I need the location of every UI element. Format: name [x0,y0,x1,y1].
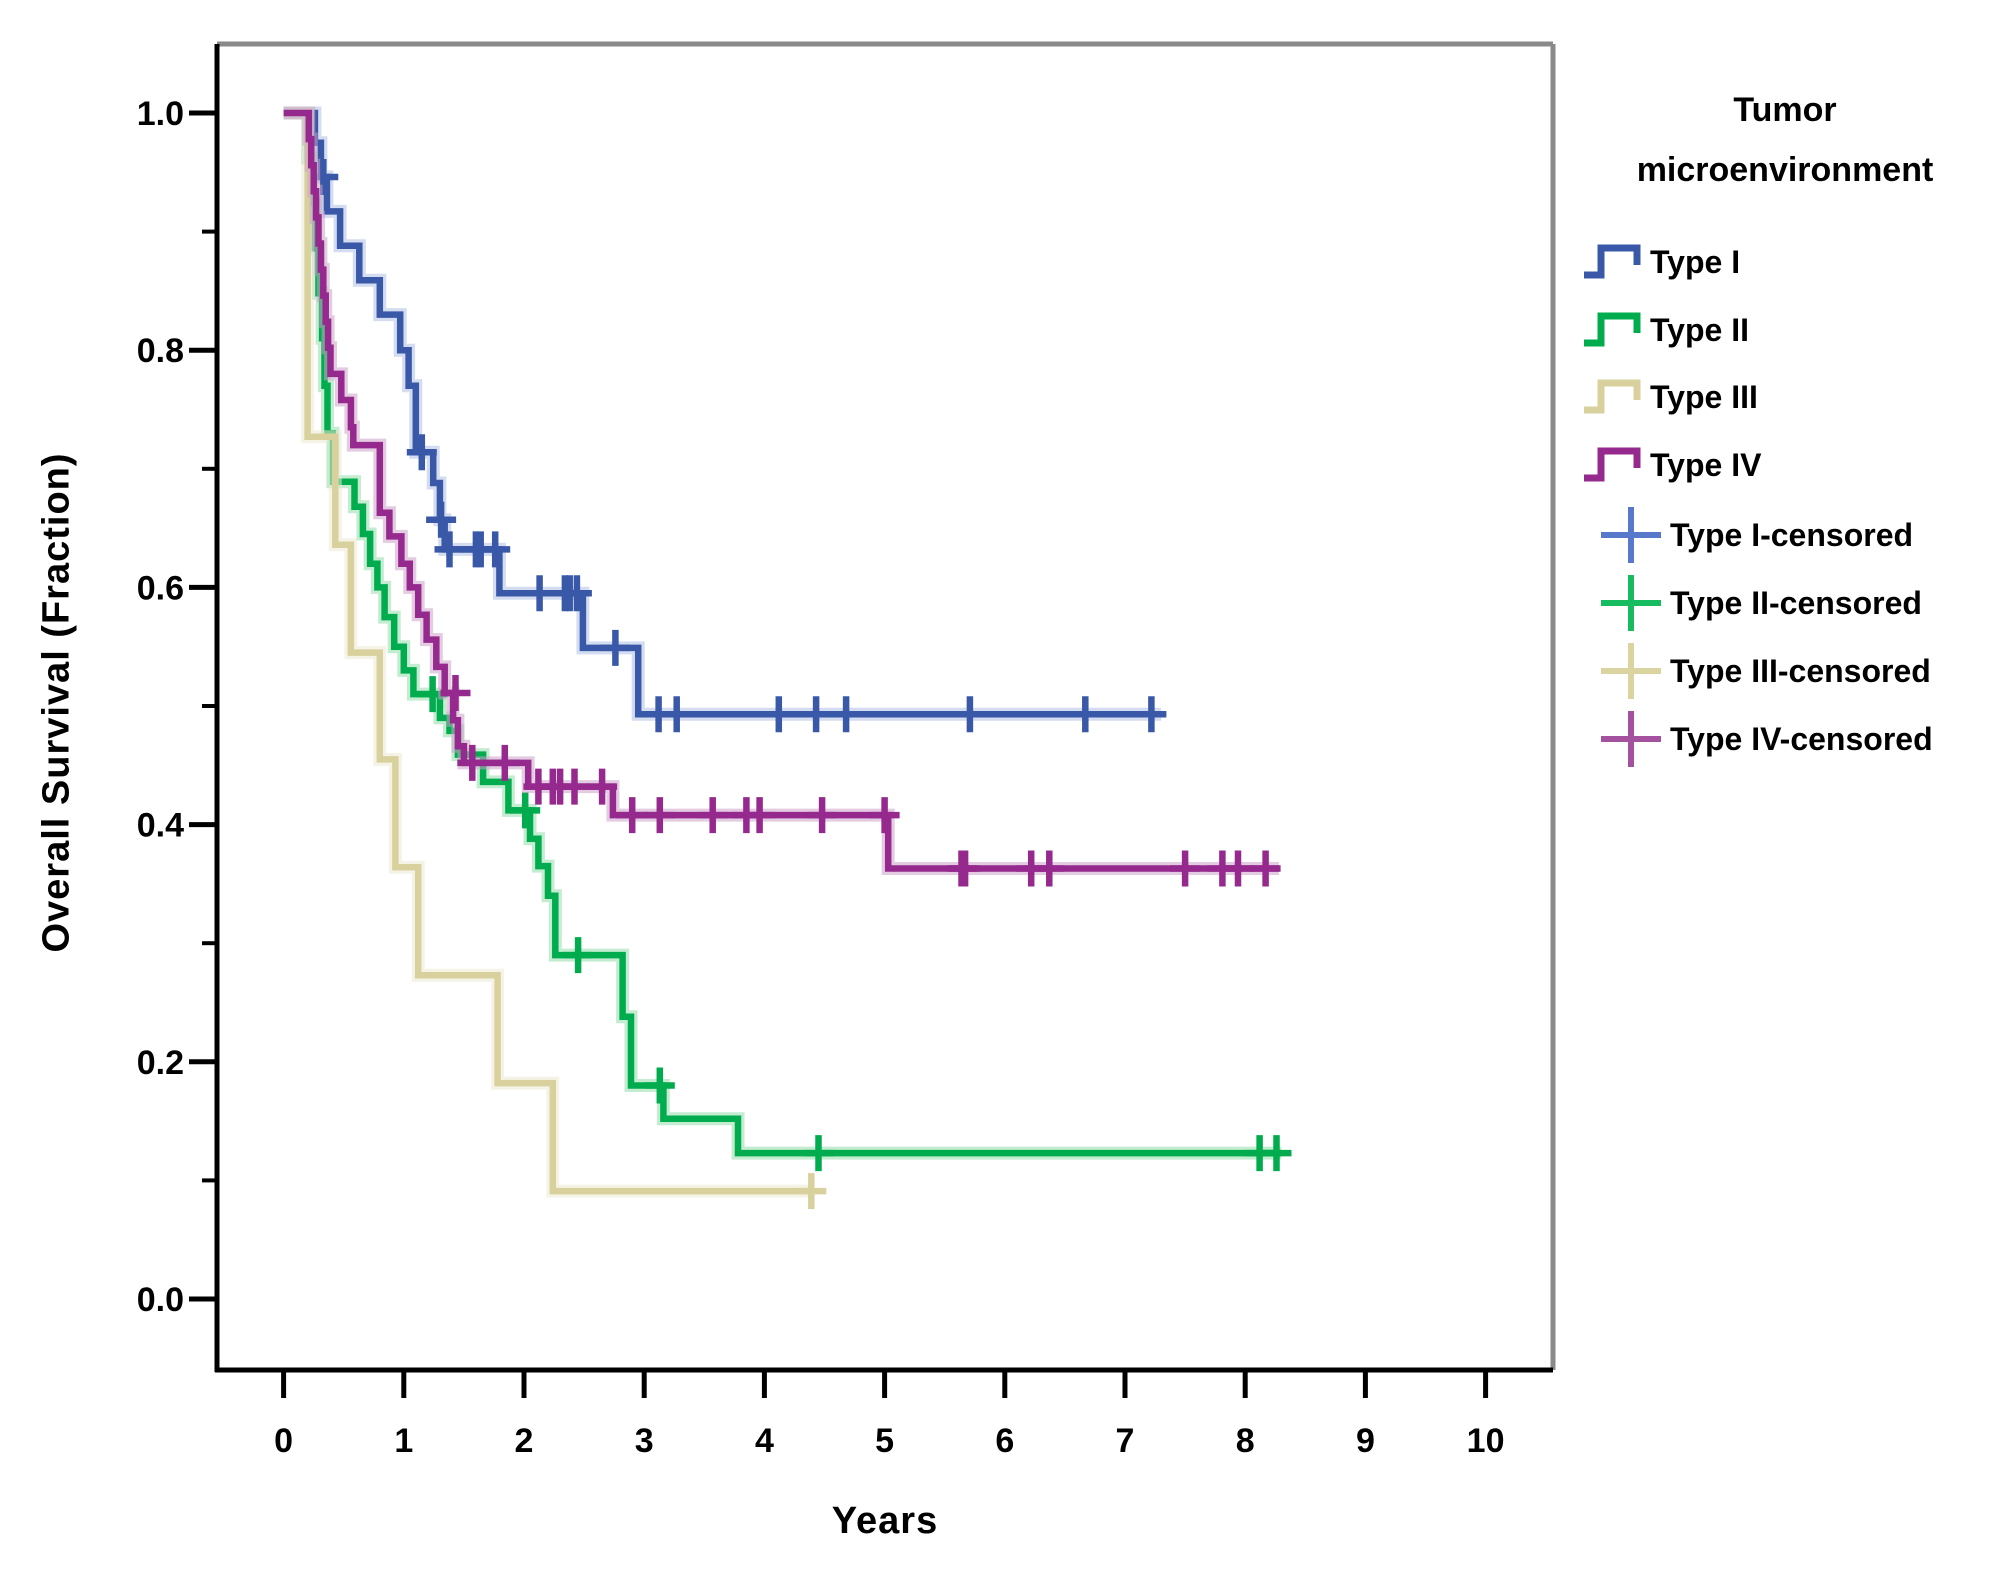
x-tick-label: 3 [635,1422,654,1460]
legend-item-type-iv-censored: Type IV-censored [1598,711,1933,767]
legend-title: Tumor microenvironment [1570,80,2000,200]
legend-censor-swatch [1601,575,1661,631]
censor-mark-type-ii [644,1067,675,1104]
censor-mark-type-iv [807,797,838,834]
legend-item-label: Type III [1650,378,1758,415]
legend-title-line1: Tumor [1733,91,1837,129]
y-tick-label: 0.2 [137,1044,184,1082]
legend-item-label: Type I [1650,243,1741,280]
censor-mark-type-i [1136,696,1167,733]
censor-mark-type-iv [587,768,618,805]
legend-censor-swatch [1601,507,1661,563]
curve-type-ii [283,109,1282,1157]
legend-censor-swatch [1601,711,1661,767]
censor-mark-type-iv [644,797,675,834]
legend-censor-swatch [1601,643,1661,699]
censor-mark-type-ii [563,937,594,974]
legend-item-type-ii-censored: Type II-censored [1598,575,1922,631]
censor-mark-type-iii [796,1173,827,1210]
censor-mark-type-iv [869,797,900,834]
y-tick-label: 0.6 [137,569,184,607]
x-tick-label: 4 [755,1422,774,1460]
censor-mark-type-iv [1170,850,1201,887]
curve-type-iv [283,109,1279,872]
y-tick-label: 0.0 [137,1281,184,1319]
censor-mark-type-ii [510,792,541,829]
legend-item-type-i: Type I [1582,234,1740,290]
y-tick-label: 1.0 [137,95,184,133]
x-tick-label: 9 [1356,1422,1375,1460]
legend-line-swatch [1584,447,1641,482]
curve-type-iii [283,109,813,1195]
censor-mark-type-i [801,696,832,733]
censor-mark-type-i [1070,696,1101,733]
censor-mark-type-i [426,501,457,538]
censor-mark-type-ii [803,1135,834,1172]
legend-item-type-iv: Type IV [1582,437,1761,493]
censor-mark-type-iv [950,850,981,887]
censor-mark-type-iv [1250,850,1281,887]
censor-mark-type-i [480,531,511,568]
x-tick-label: 10 [1467,1422,1505,1460]
y-tick-label: 0.8 [137,332,184,370]
legend-title-line2: microenvironment [1636,151,1934,189]
legend-item-label: Type III-censored [1670,652,1931,689]
censor-mark-type-i [406,434,437,471]
censor-mark-type-i [600,629,631,666]
legend-line-swatch [1584,312,1641,347]
legend-item-type-i-censored: Type I-censored [1598,507,1913,563]
legend-line-swatch [1584,379,1641,414]
censor-mark-type-iv [559,768,590,805]
y-tick-label: 0.4 [137,807,184,845]
legend-item-type-iii-censored: Type III-censored [1598,643,1931,699]
censor-mark-type-iv [440,675,471,711]
x-tick-label: 7 [1116,1422,1135,1460]
censor-mark-type-iv [1223,850,1253,887]
legend-item-label: Type IV [1650,446,1762,483]
x-tick-label: 6 [995,1422,1014,1460]
censor-mark-type-i [434,531,465,568]
curve-halo-type-iv [283,106,1279,875]
censor-mark-type-ii [1261,1135,1292,1172]
censor-mark-type-iv [697,797,728,834]
censor-mark-type-iv [1034,850,1065,887]
censor-mark-type-iv [744,797,775,834]
curve-type-i [283,109,1162,718]
legend-item-label: Type II [1650,311,1749,348]
legend-item-label: Type II-censored [1670,584,1922,621]
x-axis-title: Years [831,1500,939,1542]
censor-mark-type-i [524,575,555,612]
x-tick-label: 5 [875,1422,894,1460]
x-tick-label: 8 [1236,1422,1255,1460]
x-tick-label: 2 [515,1422,534,1460]
legend-item-type-ii: Type II [1582,302,1749,358]
censor-mark-type-iv [489,744,520,781]
legend-item-label: Type I-censored [1670,516,1914,553]
censor-mark-type-i [831,696,862,733]
censor-mark-type-i [561,575,592,612]
y-axis-title: Overall Survival (Fraction) [35,452,78,953]
legend-line-swatch [1584,244,1641,279]
censor-mark-type-i [763,696,794,733]
censor-mark-type-iv [617,797,648,834]
x-tick-label: 0 [274,1422,293,1460]
legend-item-type-iii: Type III [1582,369,1758,425]
censor-mark-type-iv [457,744,488,781]
x-tick-label: 1 [394,1422,413,1460]
legend-item-label: Type IV-censored [1670,720,1933,757]
censor-mark-type-i [954,696,985,733]
censor-mark-type-i [661,696,692,733]
curve-halo-type-ii [283,106,1282,1160]
